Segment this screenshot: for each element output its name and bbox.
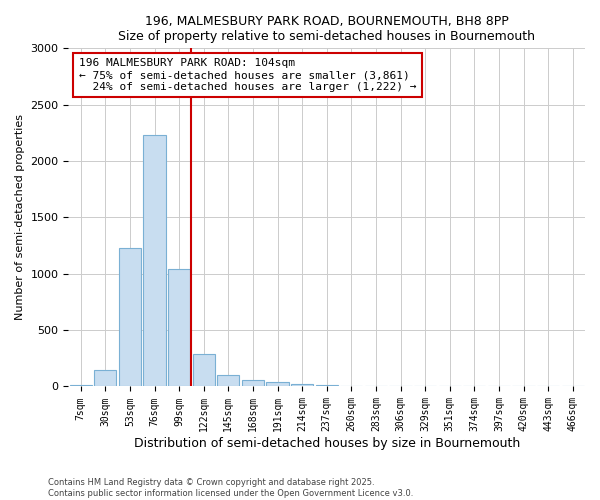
Bar bbox=[291, 384, 313, 386]
Text: Contains HM Land Registry data © Crown copyright and database right 2025.
Contai: Contains HM Land Registry data © Crown c… bbox=[48, 478, 413, 498]
Bar bbox=[119, 248, 141, 386]
X-axis label: Distribution of semi-detached houses by size in Bournemouth: Distribution of semi-detached houses by … bbox=[134, 437, 520, 450]
Bar bbox=[94, 370, 116, 386]
Bar bbox=[143, 135, 166, 386]
Bar bbox=[193, 354, 215, 386]
Bar bbox=[266, 382, 289, 386]
Bar bbox=[217, 375, 239, 386]
Bar bbox=[168, 270, 190, 386]
Bar bbox=[316, 385, 338, 386]
Bar bbox=[242, 380, 264, 386]
Y-axis label: Number of semi-detached properties: Number of semi-detached properties bbox=[15, 114, 25, 320]
Text: 196 MALMESBURY PARK ROAD: 104sqm
← 75% of semi-detached houses are smaller (3,86: 196 MALMESBURY PARK ROAD: 104sqm ← 75% o… bbox=[79, 58, 416, 92]
Title: 196, MALMESBURY PARK ROAD, BOURNEMOUTH, BH8 8PP
Size of property relative to sem: 196, MALMESBURY PARK ROAD, BOURNEMOUTH, … bbox=[118, 15, 535, 43]
